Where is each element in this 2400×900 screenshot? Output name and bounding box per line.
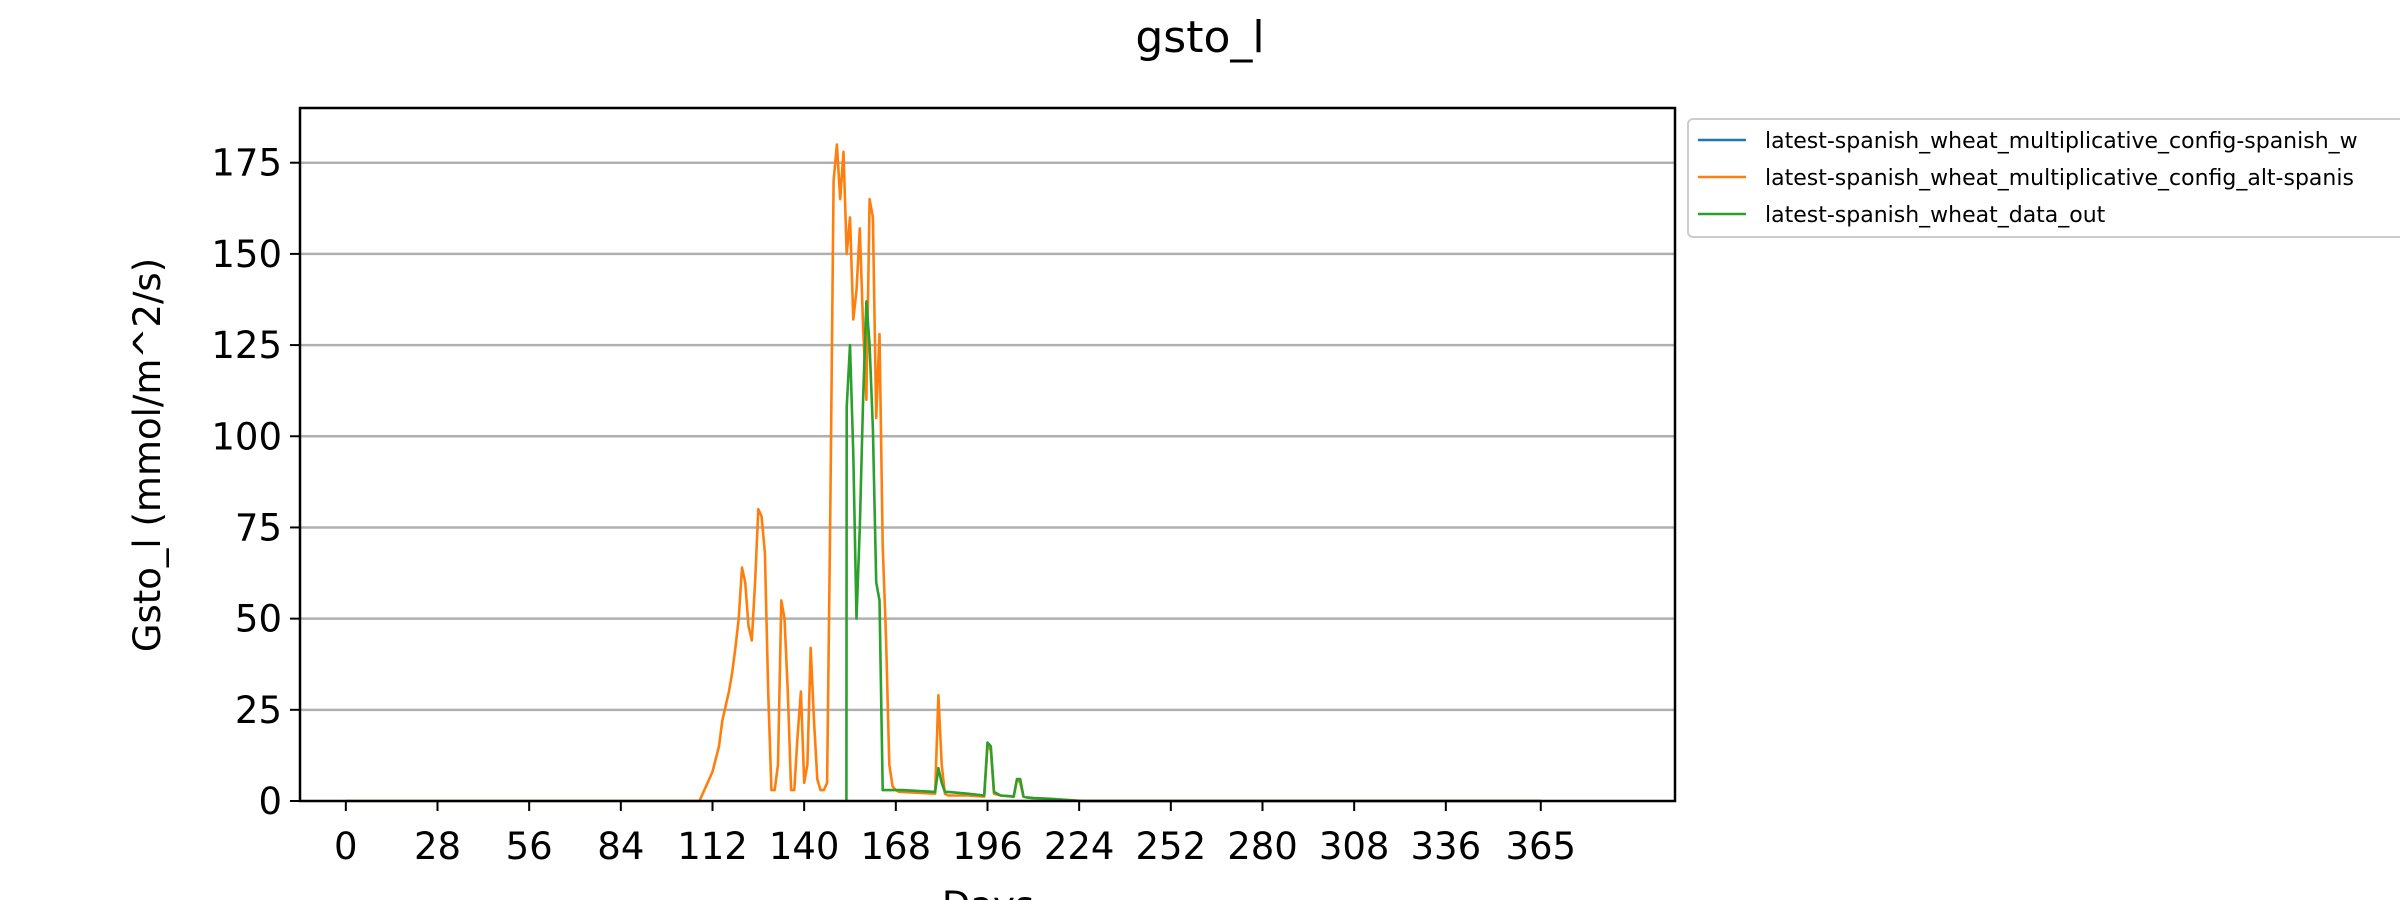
- legend-label-2: latest-spanish_wheat_multiplicative_conf…: [1765, 166, 2354, 191]
- y-tick-label: 25: [235, 689, 282, 732]
- x-tick-label: 112: [677, 825, 748, 868]
- chart-title: gsto_l: [1135, 12, 1264, 63]
- y-tick-label: 0: [258, 780, 282, 823]
- x-tick-label: 224: [1044, 825, 1115, 868]
- y-axis: 0 25 50 75 100 125 150 175: [211, 142, 300, 823]
- x-tick-label: 365: [1505, 825, 1576, 868]
- x-tick-label: 28: [414, 825, 461, 868]
- y-tick-label: 175: [211, 142, 282, 185]
- legend-label-3: latest-spanish_wheat_data_out: [1765, 203, 2106, 228]
- x-tick-label: 140: [769, 825, 840, 868]
- x-axis: 0 28 56 84 112 140 168 196 224 252 280 308 336 365: [334, 801, 1576, 868]
- plot-series: [345, 143, 1541, 803]
- x-tick-label: 308: [1319, 825, 1390, 868]
- y-axis-label: Gsto_l (mmol/m^2/s): [126, 258, 169, 652]
- series-line-2: [345, 143, 1541, 803]
- y-tick-label: 125: [211, 324, 282, 367]
- x-tick-label: 0: [334, 825, 358, 868]
- x-tick-label: 252: [1136, 825, 1207, 868]
- x-tick-label: 336: [1411, 825, 1482, 868]
- y-tick-label: 100: [211, 415, 282, 458]
- x-tick-label: 84: [597, 825, 644, 868]
- legend-frame: [1687, 118, 2400, 238]
- x-tick-label: 56: [506, 825, 553, 868]
- x-tick-label: 168: [861, 825, 932, 868]
- x-axis-label: Days: [942, 884, 1034, 900]
- x-tick-label: 196: [952, 825, 1023, 868]
- plot-frame: [298, 106, 1677, 803]
- x-tick-label: 280: [1227, 825, 1298, 868]
- series-line-3: [845, 299, 1541, 803]
- y-tick-label: 150: [211, 233, 282, 276]
- legend-label-1: latest-spanish_wheat_multiplicative_conf…: [1765, 129, 2358, 154]
- y-tick-label: 75: [235, 506, 282, 549]
- grid-lines: [300, 161, 1675, 712]
- legend: latest-spanish_wheat_multiplicative_conf…: [1687, 118, 2400, 238]
- y-tick-label: 50: [235, 598, 282, 641]
